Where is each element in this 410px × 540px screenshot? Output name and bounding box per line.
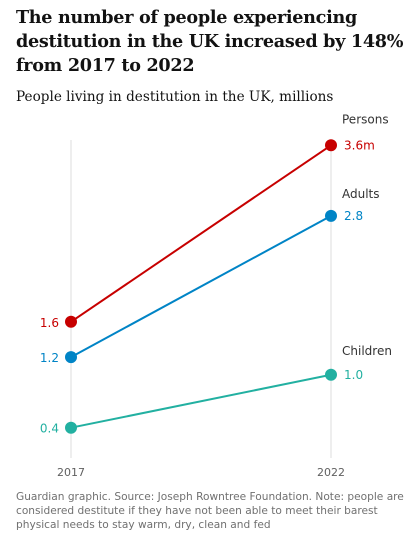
x-tick-label-2017: 2017 xyxy=(57,466,85,479)
data-label-children-2022: 1.0 xyxy=(344,368,363,382)
axis-layer: 2017 2022 xyxy=(57,140,345,479)
data-point-persons-2022 xyxy=(325,139,337,152)
series-name-adults: Adults xyxy=(342,187,380,201)
data-point-children-2022 xyxy=(325,368,337,381)
data-label-adults-2017: 1.2 xyxy=(40,351,59,365)
chart-subtitle: People living in destitution in the UK, … xyxy=(16,89,334,105)
data-label-persons-2017: 1.6 xyxy=(40,316,59,330)
series-points xyxy=(65,139,337,434)
data-point-children-2017 xyxy=(65,421,77,434)
data-label-persons-2022: 3.6m xyxy=(344,138,375,152)
series-name-persons: Persons xyxy=(342,112,389,126)
x-tick-label-2022: 2022 xyxy=(317,466,345,479)
series-line-children xyxy=(70,373,332,429)
series-line-adults xyxy=(70,215,332,358)
data-point-adults-2022 xyxy=(325,209,337,222)
data-label-children-2017: 0.4 xyxy=(40,422,59,436)
series-line-persons xyxy=(70,144,332,323)
data-point-persons-2017 xyxy=(65,315,77,328)
chart-title: The number of people experiencing destit… xyxy=(16,7,404,76)
data-label-adults-2022: 2.8 xyxy=(344,209,363,223)
series-name-children: Children xyxy=(342,344,392,358)
data-labels: 1.6 3.6m Persons 1.2 2.8 Adults 0.4 1.0 Children xyxy=(40,112,392,435)
data-point-adults-2017 xyxy=(65,351,77,364)
source-footnote: Guardian graphic. Source: Joseph Rowntre… xyxy=(16,491,404,531)
series-lines xyxy=(70,144,332,429)
